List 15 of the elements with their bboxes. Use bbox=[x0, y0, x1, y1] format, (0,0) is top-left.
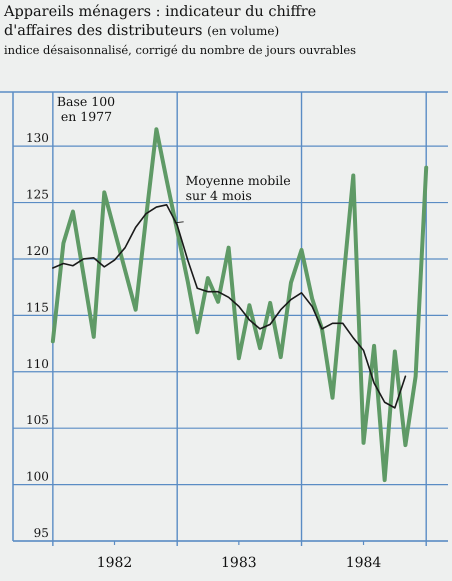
x-tick-label: 1983 bbox=[221, 555, 257, 571]
x-tick-label: 1982 bbox=[96, 555, 132, 571]
y-tick-label: 110 bbox=[26, 356, 49, 371]
series-label: Moyenne mobile sur 4 mois bbox=[186, 172, 291, 203]
y-tick-label: 95 bbox=[34, 526, 49, 540]
x-tick-label: 1984 bbox=[346, 555, 382, 571]
annotation: Base 100 en 1977 bbox=[56, 94, 116, 124]
y-tick-label: 130 bbox=[26, 131, 49, 146]
y-tick-label: 100 bbox=[26, 470, 49, 484]
chart-title: Appareils ménagers : indicateur du chiffre d'affaires des distributeurs (en volume) bbox=[3, 4, 316, 39]
y-tick-label: 120 bbox=[26, 244, 49, 258]
chart-subtitle: indice désaisonnalisé, corrigé du nombre de jours ouvrables bbox=[4, 43, 356, 57]
y-tick-label: 105 bbox=[26, 413, 49, 428]
y-tick-label: 115 bbox=[26, 300, 49, 314]
y-tick-label: 125 bbox=[26, 188, 49, 202]
